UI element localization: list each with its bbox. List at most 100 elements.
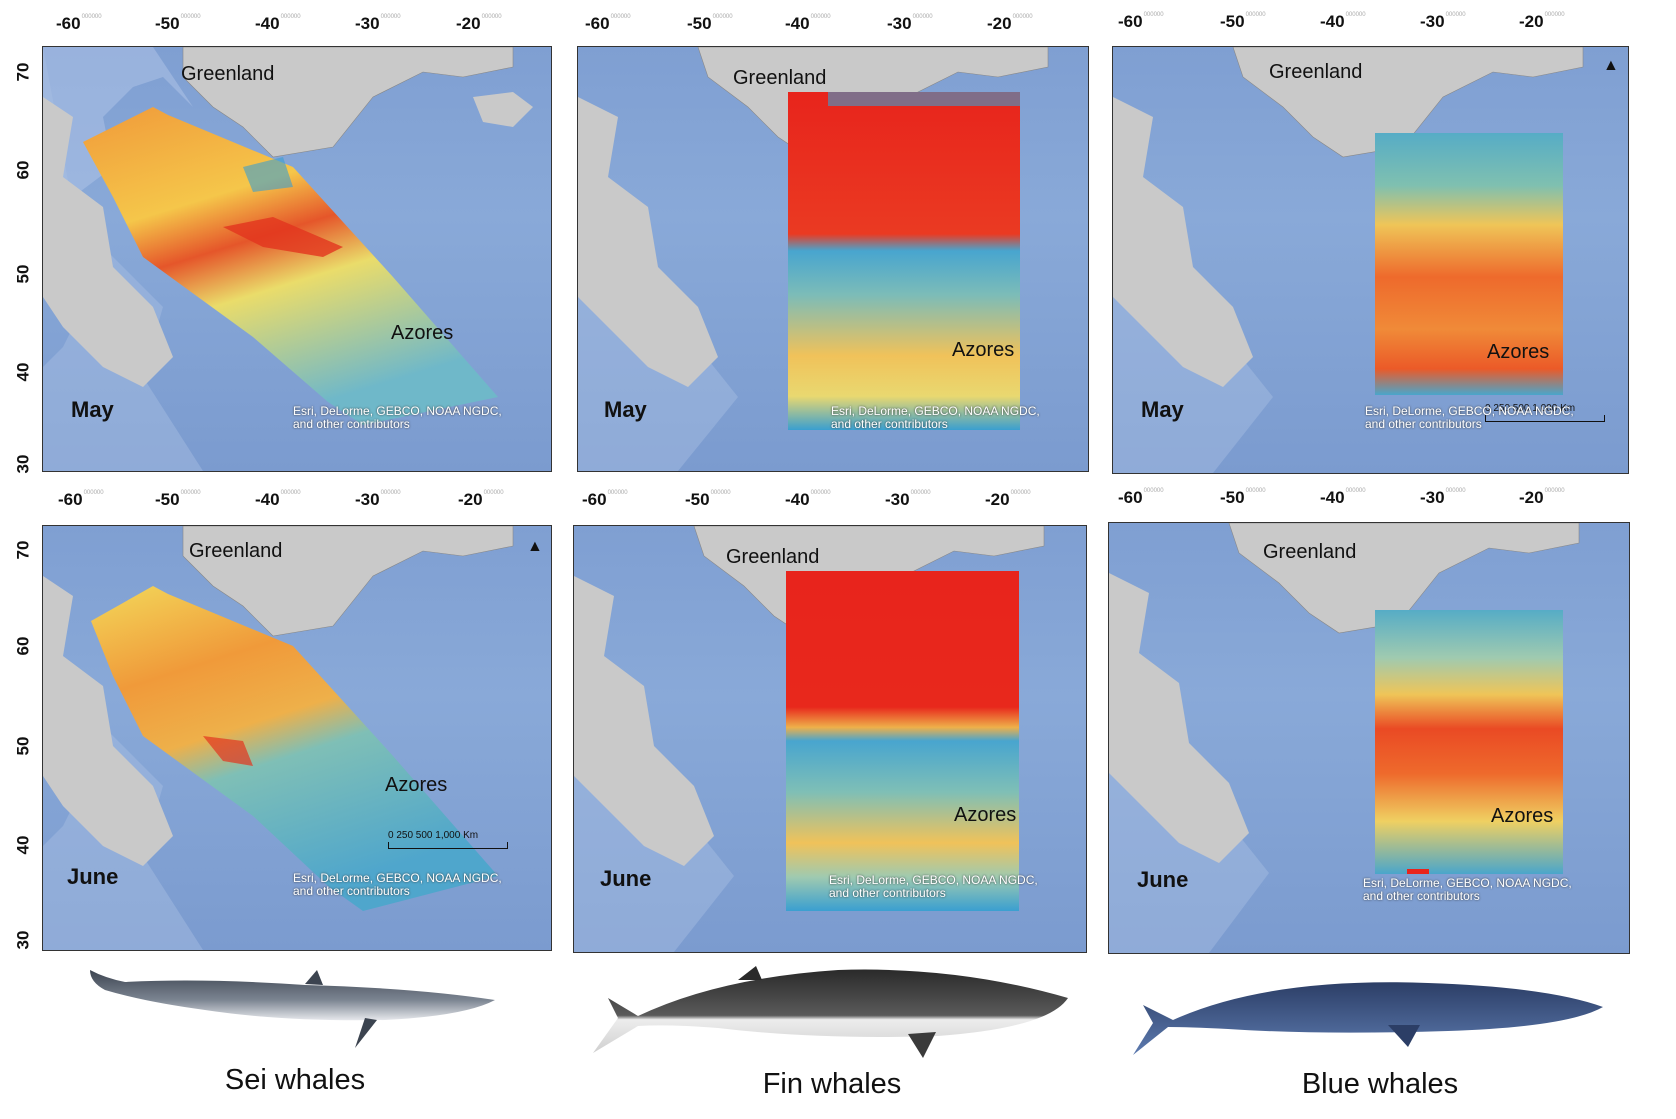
- land-greenland: [182, 526, 514, 637]
- map-blue-may: Greenland Azores May ▲ 0 250 500 1,000 K…: [1112, 46, 1629, 474]
- lowspot: [243, 157, 293, 192]
- map-blue-june: Greenland Azores June Esri, DeLorme, GEB…: [1108, 522, 1630, 954]
- hotspot: [203, 736, 253, 766]
- map-fin-may: Greenland Azores May Esri, DeLorme, GEBC…: [577, 46, 1089, 472]
- x-tick: -40000000: [785, 14, 831, 33]
- label-month: June: [67, 864, 119, 889]
- land-greenland: [182, 47, 514, 158]
- x-tick: -40000000: [1320, 12, 1366, 31]
- label-greenland: Greenland: [733, 67, 827, 89]
- attribution: Esri, DeLorme, GEBCO, NOAA NGDC, and othe…: [829, 873, 1038, 900]
- north-arrow-icon: ▲: [527, 538, 543, 555]
- label-month: May: [1141, 397, 1184, 422]
- label-greenland: Greenland: [189, 540, 283, 562]
- x-tick: -50000000: [1220, 488, 1266, 507]
- map-layer: [43, 526, 514, 950]
- attribution: Esri, DeLorme, GEBCO, NOAA NGDC, and othe…: [1363, 876, 1572, 903]
- north-arrow-icon: ▲: [1603, 57, 1619, 74]
- land-canada: [43, 576, 173, 866]
- land-canada: [574, 576, 714, 866]
- label-azores: Azores: [385, 774, 448, 796]
- habitat-layer: [788, 92, 1020, 430]
- x-tick: -30000000: [1420, 12, 1466, 31]
- x-tick: -40000000: [255, 14, 301, 33]
- x-tick: -40000000: [785, 490, 831, 509]
- land-canada: [578, 97, 718, 387]
- shelf: [43, 47, 203, 471]
- x-tick: -50000000: [685, 490, 731, 509]
- shelf: [43, 47, 193, 197]
- map-sei-may: Greenland Azores May Esri, DeLorme, GEBC…: [42, 46, 552, 472]
- x-tick: -30000000: [355, 14, 401, 33]
- label-month: June: [1137, 867, 1189, 892]
- hotspot: [1407, 869, 1429, 874]
- scale-bar: 0 250 500 1,000 Km: [1485, 403, 1605, 422]
- y-tick: 70: [13, 62, 33, 82]
- habitat-layer: [83, 107, 498, 425]
- x-tick: -60000000: [56, 14, 102, 33]
- land-greenland: [1228, 523, 1580, 634]
- fin-whale-illustration: [593, 966, 1068, 1058]
- y-tick: 30: [13, 454, 33, 474]
- x-tick: -20000000: [985, 490, 1031, 509]
- land-canada: [43, 97, 173, 387]
- blue-whale-illustration: [1133, 982, 1603, 1055]
- map-fin-june: Greenland Azores June Esri, DeLorme, GEB…: [573, 525, 1087, 953]
- hotspot: [223, 217, 343, 257]
- land-canada: [1113, 97, 1253, 387]
- sei-whale-illustration: [90, 970, 495, 1048]
- label-month: May: [71, 397, 114, 422]
- x-tick: -40000000: [255, 490, 301, 509]
- x-tick: -50000000: [155, 14, 201, 33]
- x-tick: -30000000: [885, 490, 931, 509]
- attribution: Esri, DeLorme, GEBCO, NOAA NGDC, and othe…: [293, 404, 502, 431]
- x-tick: -50000000: [687, 14, 733, 33]
- y-tick: 60: [13, 636, 33, 656]
- x-tick: -20000000: [456, 14, 502, 33]
- x-tick: -60000000: [1118, 488, 1164, 507]
- species-label-sei: Sei whales: [224, 1064, 366, 1096]
- species-label-blue: Blue whales: [1301, 1068, 1459, 1100]
- land-iceland: [473, 92, 533, 127]
- map-sei-june: Greenland Azores June ▲ 0 250 500 1,000 …: [42, 525, 552, 951]
- x-tick: -40000000: [1320, 488, 1366, 507]
- label-azores: Azores: [1487, 341, 1550, 363]
- land-canada: [1109, 573, 1249, 863]
- map-layer: [574, 526, 1045, 952]
- habitat-layer: [91, 586, 498, 911]
- label-greenland: Greenland: [1263, 541, 1357, 563]
- map-layer: [43, 47, 533, 471]
- x-tick: -30000000: [887, 14, 933, 33]
- label-month: June: [600, 866, 652, 891]
- y-tick: 70: [13, 540, 33, 560]
- attribution: Esri, DeLorme, GEBCO, NOAA NGDC, and othe…: [293, 871, 502, 898]
- x-tick: -60000000: [58, 490, 104, 509]
- scale-bar: 0 250 500 1,000 Km: [388, 830, 508, 849]
- map-layer: [1109, 523, 1580, 953]
- x-tick: -30000000: [1420, 488, 1466, 507]
- lowspot: [828, 92, 1020, 106]
- habitat-layer: [786, 571, 1019, 911]
- y-tick: 50: [13, 264, 33, 284]
- attribution: Esri, DeLorme, GEBCO, NOAA NGDC, and othe…: [831, 404, 1040, 431]
- label-azores: Azores: [1491, 805, 1554, 827]
- label-azores: Azores: [954, 804, 1017, 826]
- label-greenland: Greenland: [181, 63, 275, 85]
- x-tick: -60000000: [585, 14, 631, 33]
- x-tick: -20000000: [458, 490, 504, 509]
- y-tick: 40: [13, 835, 33, 855]
- x-tick: -50000000: [155, 490, 201, 509]
- x-tick: -30000000: [355, 490, 401, 509]
- label-azores: Azores: [952, 339, 1015, 361]
- habitat-layer: [1375, 133, 1563, 395]
- x-tick: -60000000: [582, 490, 628, 509]
- x-tick: -20000000: [987, 14, 1033, 33]
- label-greenland: Greenland: [1269, 61, 1363, 83]
- y-tick: 30: [13, 930, 33, 950]
- x-tick: -20000000: [1519, 488, 1565, 507]
- map-layer: [578, 47, 1049, 471]
- species-label-fin: Fin whales: [762, 1068, 902, 1100]
- x-tick: -50000000: [1220, 12, 1266, 31]
- label-month: May: [604, 397, 647, 422]
- label-azores: Azores: [391, 322, 454, 344]
